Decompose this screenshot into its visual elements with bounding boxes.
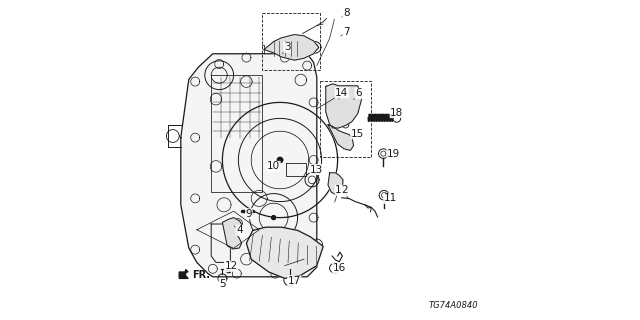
Text: 1: 1 xyxy=(335,185,342,196)
Polygon shape xyxy=(328,173,343,195)
Polygon shape xyxy=(246,227,323,278)
Text: 9: 9 xyxy=(246,209,252,219)
Text: 18: 18 xyxy=(390,108,403,118)
Text: 11: 11 xyxy=(384,193,397,204)
Text: 13: 13 xyxy=(310,164,323,175)
Text: 12: 12 xyxy=(225,261,237,271)
Text: 3: 3 xyxy=(284,42,291,52)
Text: 10: 10 xyxy=(267,161,280,172)
Polygon shape xyxy=(278,157,283,163)
Polygon shape xyxy=(328,125,354,150)
Polygon shape xyxy=(272,216,275,220)
Polygon shape xyxy=(223,218,243,249)
Text: 5: 5 xyxy=(219,279,226,289)
Text: 15: 15 xyxy=(351,129,364,139)
Polygon shape xyxy=(181,54,317,277)
Text: 14: 14 xyxy=(335,88,348,98)
Text: 8: 8 xyxy=(343,8,349,18)
Text: 6: 6 xyxy=(355,88,362,99)
Text: 16: 16 xyxy=(333,263,346,273)
Text: FR.: FR. xyxy=(192,270,210,280)
Polygon shape xyxy=(326,84,362,128)
Text: 2: 2 xyxy=(342,185,348,196)
Text: 7: 7 xyxy=(343,27,349,37)
Text: 19: 19 xyxy=(387,148,400,159)
Text: 4: 4 xyxy=(236,225,243,236)
Polygon shape xyxy=(179,269,188,278)
Text: 17: 17 xyxy=(288,276,301,286)
Polygon shape xyxy=(264,35,319,60)
Text: TG74A0840: TG74A0840 xyxy=(429,301,479,310)
